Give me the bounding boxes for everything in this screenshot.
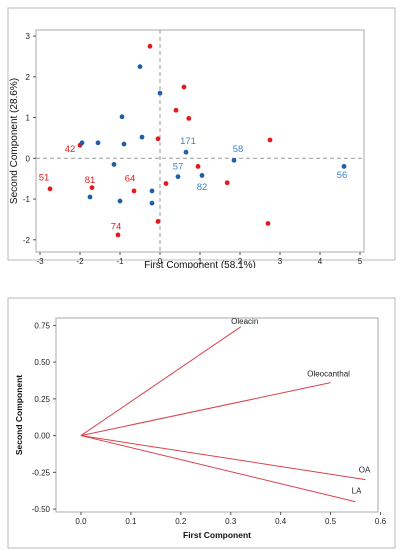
data-point-blue [87, 194, 93, 200]
data-point-red [47, 186, 53, 192]
x-tick-label: 1 [198, 257, 203, 266]
data-point-red [267, 137, 273, 143]
y-axis-title: Second Component [14, 375, 24, 455]
loading-vector [80, 435, 356, 503]
data-point-blue [149, 200, 155, 206]
x-tick-label: -2 [76, 257, 84, 266]
point-label: 82 [197, 182, 208, 193]
y-tick-label: 0.50 [34, 358, 50, 367]
x-axis-title: First Component [183, 530, 251, 540]
data-point-red [155, 219, 161, 224]
data-point-blue [121, 141, 127, 147]
data-point-blue [341, 164, 347, 169]
data-point-blue [137, 64, 143, 70]
vector-label: Oleocanthal [307, 370, 350, 379]
y-tick-label: -0.25 [32, 468, 51, 477]
y-axis-title: Second Component (28.6%) [9, 78, 20, 204]
data-point-red [224, 180, 230, 186]
loading-vector [80, 382, 331, 437]
loading-vector [80, 326, 241, 436]
data-point-red [89, 185, 95, 191]
data-point-red [173, 107, 179, 113]
data-point-blue [157, 90, 163, 96]
x-tick-label: 0.2 [175, 517, 187, 526]
point-label: 74 [111, 222, 122, 233]
y-tick-label: 3 [26, 32, 31, 41]
data-point-red [265, 221, 271, 226]
data-point-red [181, 84, 187, 90]
y-tick-label: -1 [23, 195, 31, 204]
x-tick-label: 0.1 [125, 517, 137, 526]
point-label: 57 [173, 162, 184, 173]
point-label: 81 [85, 175, 96, 186]
x-tick-label: 0.6 [375, 517, 387, 526]
vector-label: LA [352, 487, 362, 496]
x-axis-title: First Component (58.1%) [144, 260, 256, 268]
x-tick-label: -1 [116, 257, 124, 266]
loading-plot: 0.0 0.1 0.2 0.3 0.4 0.5 0.6 -0.50 -0.25 0.00 0.25 0… [7, 297, 396, 549]
data-point-red [186, 115, 192, 121]
data-point-red [131, 188, 137, 194]
x-tick-label: 0 [158, 257, 163, 266]
plot-area [35, 29, 365, 253]
data-point-blue [139, 134, 145, 140]
x-tick-label: -3 [36, 257, 44, 266]
y-tick-label: 2 [26, 73, 31, 82]
y-tick-label: 0 [26, 154, 31, 163]
data-point-red [155, 136, 161, 142]
data-point-blue [111, 162, 117, 167]
data-point-red [195, 164, 201, 169]
data-point-red [163, 181, 169, 186]
data-point-blue [175, 174, 181, 180]
data-point-blue [79, 140, 85, 146]
x-tick-label: 4 [318, 257, 323, 266]
data-point-blue [183, 149, 189, 155]
y-tick-label: 0.25 [34, 395, 50, 404]
point-label: 42 [65, 144, 76, 155]
x-tick-label: 3 [278, 257, 283, 266]
point-label: 58 [233, 144, 244, 155]
point-label: 51 [39, 173, 50, 184]
score-plot-panel: -3 -2 -1 0 1 2 3 4 5 -2 -1 0 1 2 3 First Component (58.… [0, 0, 403, 268]
data-point-red [115, 232, 121, 238]
y-tick-label: 1 [26, 114, 31, 123]
score-plot: -3 -2 -1 0 1 2 3 4 5 -2 -1 0 1 2 3 First Component (58.… [7, 7, 396, 268]
y-tick-label: 0.75 [34, 321, 50, 330]
x-tick-label: 0.4 [275, 517, 287, 526]
point-label: 64 [125, 174, 136, 185]
point-label: 171 [180, 136, 196, 147]
loading-plot-panel: 0.0 0.1 0.2 0.3 0.4 0.5 0.6 -0.50 -0.25 0.00 0.25 0… [0, 296, 403, 550]
data-point-red [147, 43, 153, 49]
loading-vector [80, 435, 366, 481]
data-point-blue [95, 140, 101, 146]
data-point-blue [119, 114, 125, 120]
point-label: 56 [337, 170, 348, 181]
x-tick-label: 0.5 [325, 517, 337, 526]
x-tick-label: 0.3 [225, 517, 237, 526]
x-tick-label: 0.0 [75, 517, 87, 526]
y-tick-label: -0.50 [32, 505, 51, 514]
vector-label: OA [359, 466, 371, 475]
data-point-blue [199, 173, 205, 178]
data-point-blue [149, 188, 155, 194]
y-tick-label: 0.00 [34, 432, 50, 441]
vector-label: Oleacin [231, 317, 258, 326]
plot-area [55, 317, 379, 513]
x-tick-label: 2 [238, 257, 243, 266]
x-tick-label: 5 [358, 257, 363, 266]
data-point-blue [117, 198, 123, 204]
y-tick-label: -2 [23, 236, 31, 245]
data-point-blue [231, 157, 237, 163]
